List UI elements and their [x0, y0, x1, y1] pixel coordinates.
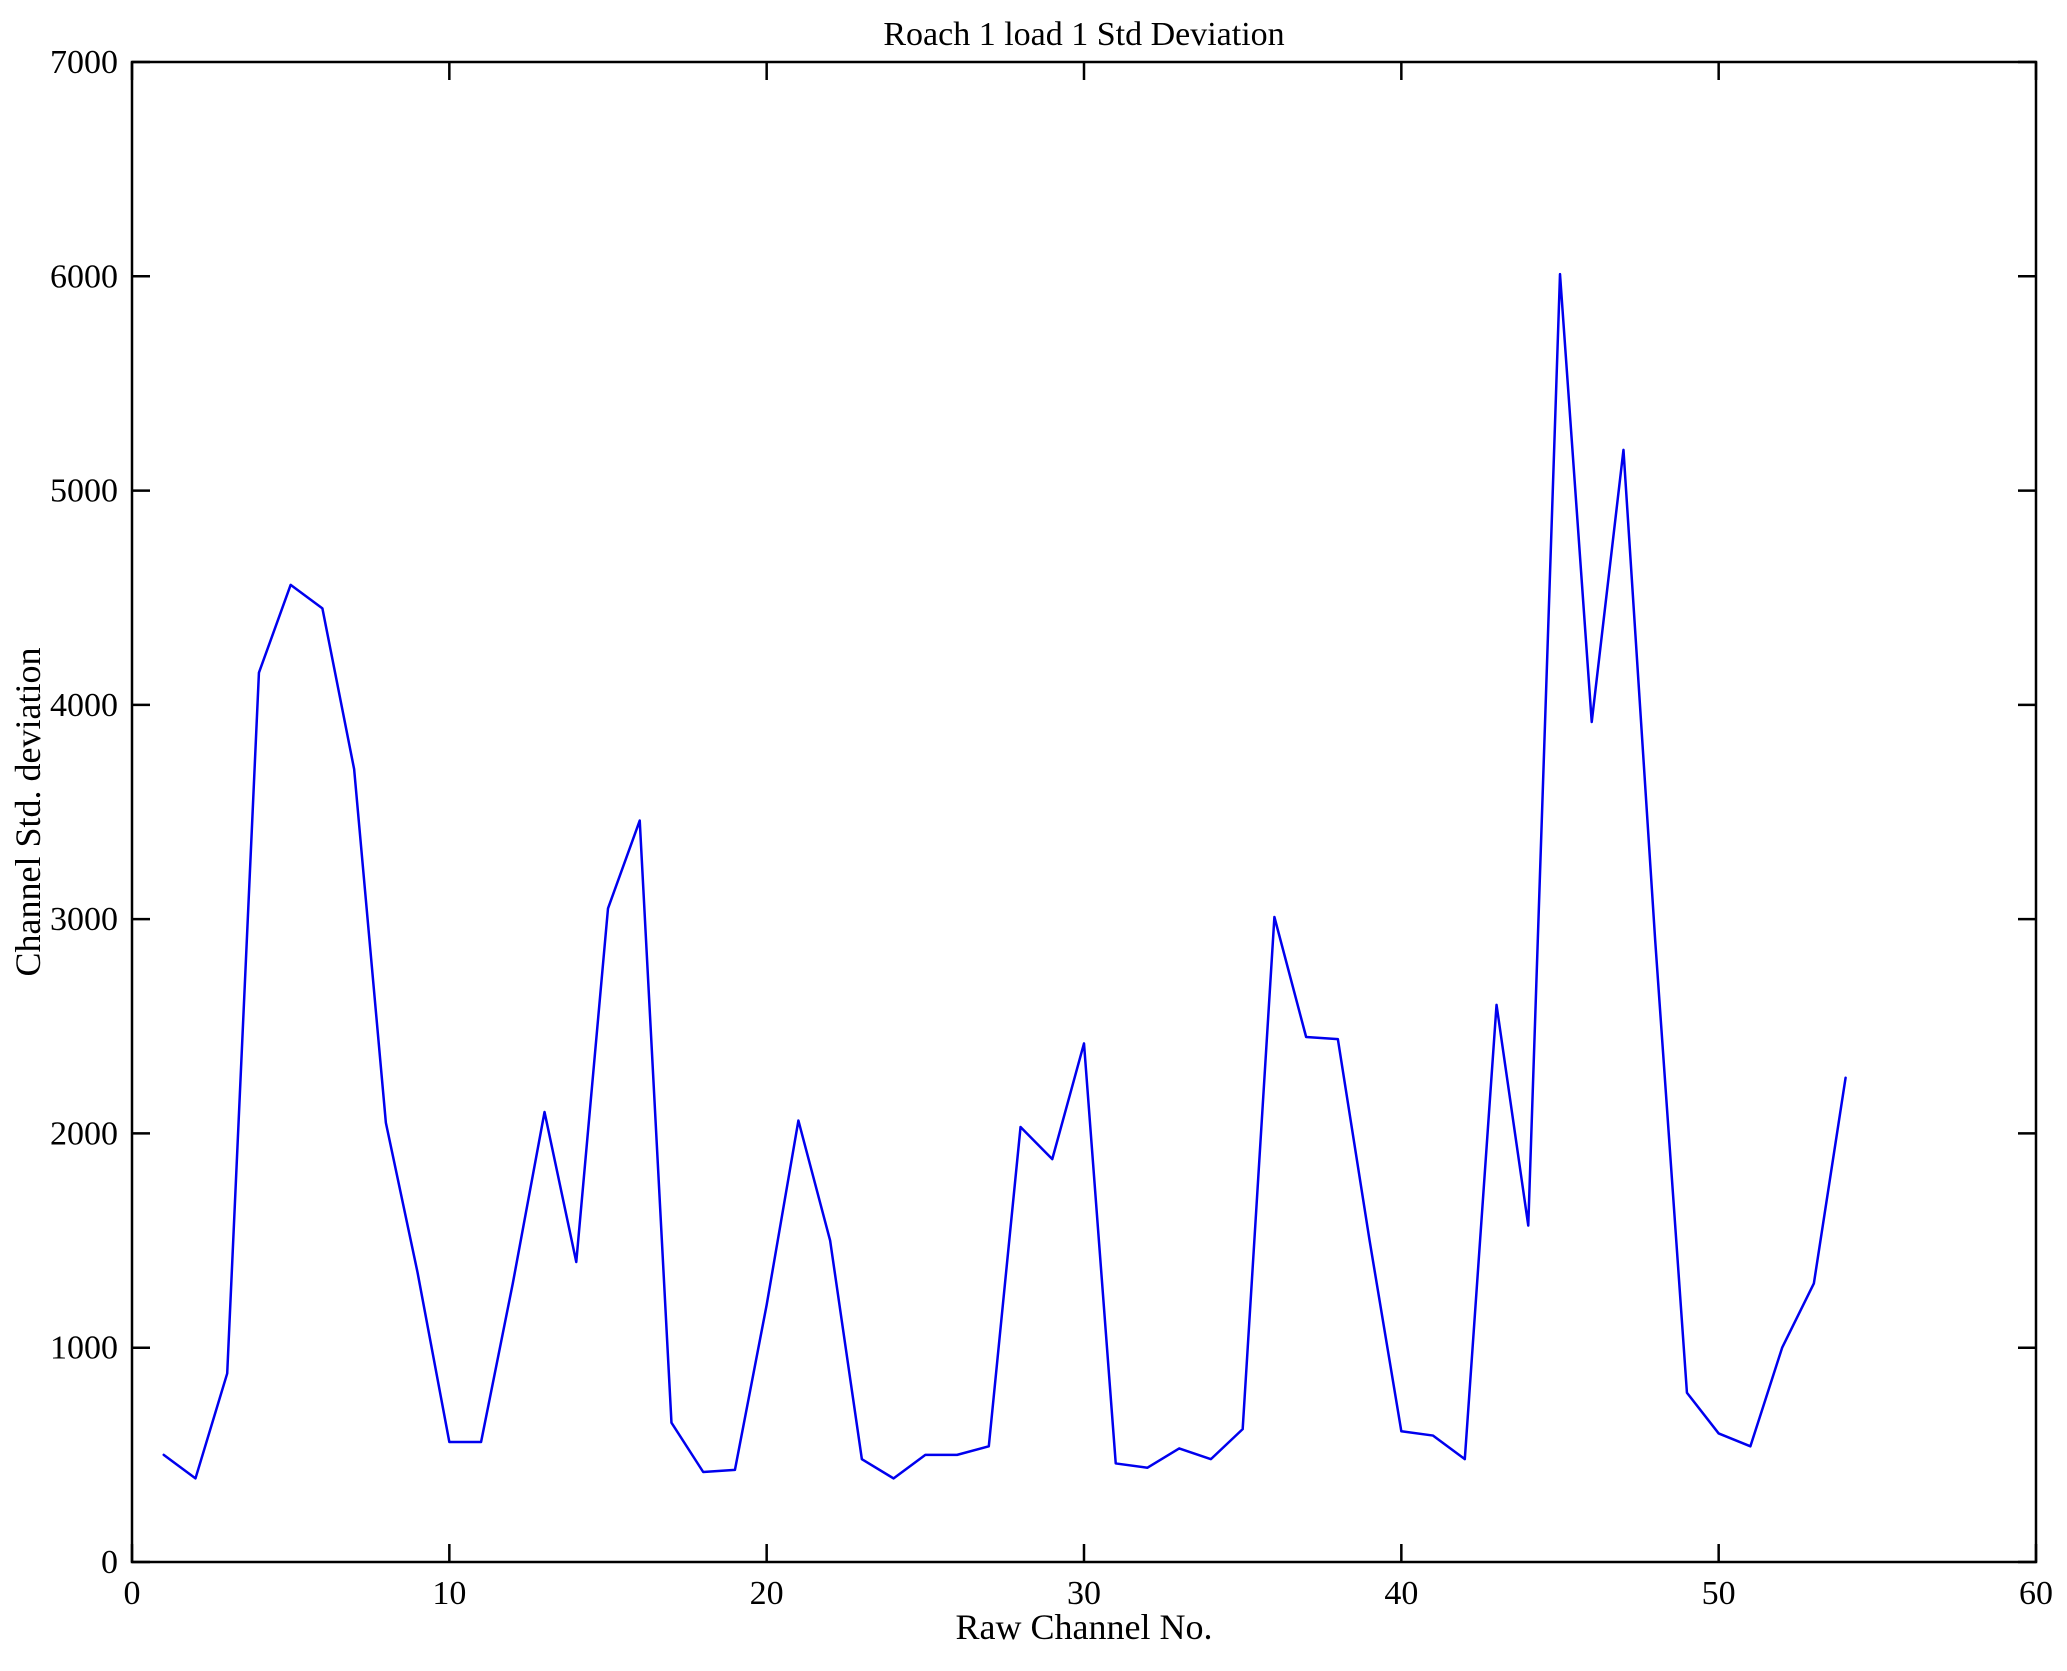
x-tick-label: 10: [432, 1575, 466, 1612]
y-tick-label: 1000: [50, 1330, 118, 1367]
y-tick-label: 5000: [50, 473, 118, 510]
x-tick-label: 0: [124, 1575, 141, 1612]
y-tick-label: 2000: [50, 1115, 118, 1152]
y-tick-label: 6000: [50, 258, 118, 295]
y-tick-label: 7000: [50, 44, 118, 81]
axes-box: [130, 60, 2038, 1564]
data-line: [162, 272, 1847, 1480]
x-tick-label: 60: [2019, 1575, 2053, 1612]
y-tick-label: 3000: [50, 901, 118, 938]
y-tick-label: 4000: [50, 687, 118, 724]
x-tick-label: 30: [1067, 1575, 1101, 1612]
x-tick-label: 40: [1384, 1575, 1418, 1612]
x-tick-label: 20: [750, 1575, 784, 1612]
y-axis-label: Channel Std. deviation: [8, 647, 48, 977]
chart-title: Roach 1 load 1 Std Deviation: [883, 16, 1285, 53]
x-tick-label: 50: [1702, 1575, 1736, 1612]
x-axis-label: Raw Channel No.: [955, 1607, 1213, 1647]
y-tick-label: 0: [101, 1544, 118, 1581]
